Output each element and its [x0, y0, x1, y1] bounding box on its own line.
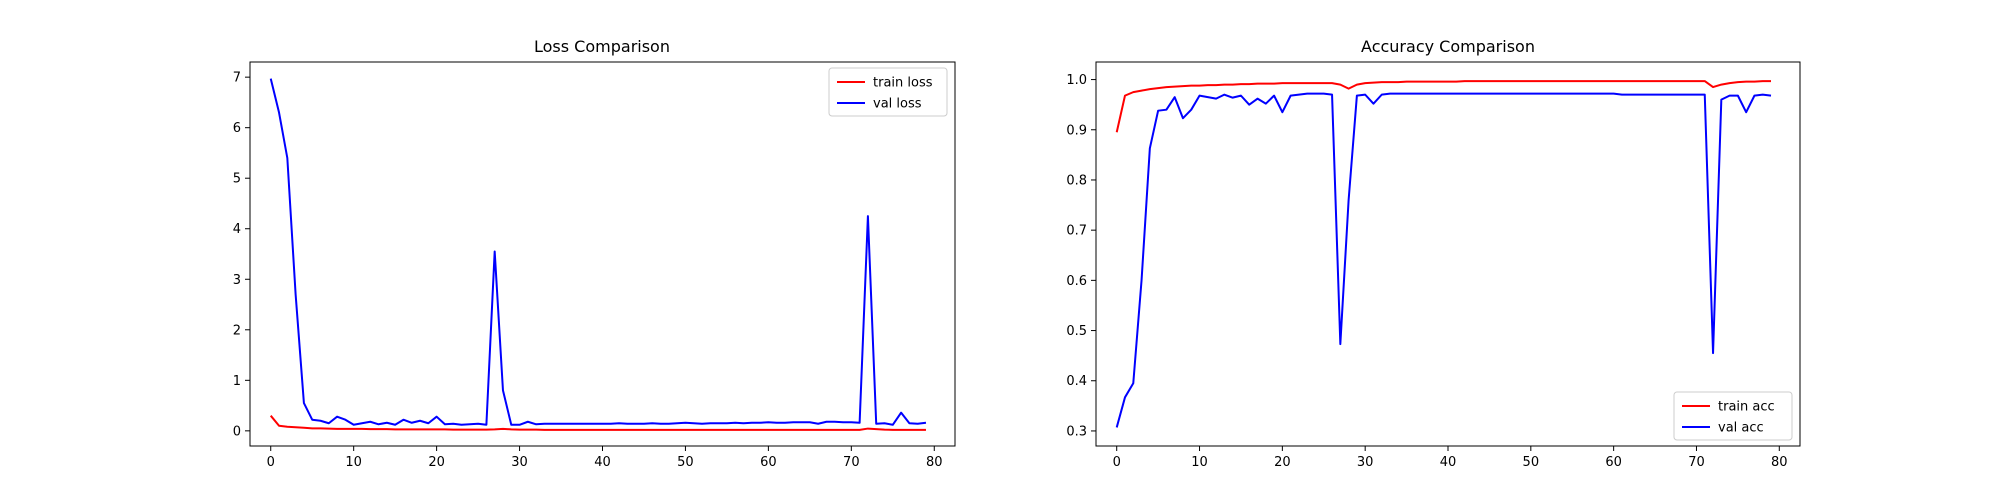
- y-tick-label: 0.6: [1066, 274, 1087, 289]
- y-tick-label: 0.8: [1066, 173, 1087, 188]
- series-line-val-loss: [269, 78, 927, 426]
- y-tick-label: 4: [233, 222, 241, 237]
- series-line-val-acc: [1115, 92, 1772, 428]
- x-tick-label: 60: [1605, 455, 1622, 470]
- x-tick-label: 30: [511, 455, 528, 470]
- y-tick-label: 1: [233, 374, 241, 389]
- legend-label: train acc: [1718, 400, 1775, 415]
- chart-accuracy-comparison: Accuracy Comparison 0 10 20 30 40 50 60 70 80 0.3…: [1066, 37, 1801, 470]
- y-tick-label: 6: [233, 121, 241, 136]
- x-tick-label: 30: [1357, 455, 1374, 470]
- series-line-train-acc: [1115, 80, 1772, 133]
- axes-frame: [249, 61, 956, 447]
- x-tick-label: 70: [843, 455, 860, 470]
- legend-label: train loss: [873, 76, 933, 91]
- y-tick-label: 3: [233, 273, 241, 288]
- y-tick-label: 0.9: [1066, 123, 1087, 138]
- y-tick-label: 0.4: [1066, 374, 1087, 389]
- chart-title: Accuracy Comparison: [1361, 37, 1535, 56]
- chart-title: Loss Comparison: [534, 37, 670, 56]
- legend-label: val loss: [873, 97, 922, 112]
- axes-frame: [1095, 61, 1801, 447]
- x-tick-label: 70: [1688, 455, 1705, 470]
- y-tick-label: 5: [233, 172, 241, 187]
- y-tick-label: 2: [233, 323, 241, 338]
- x-tick-label: 40: [1440, 455, 1457, 470]
- x-tick-label: 50: [1523, 455, 1540, 470]
- x-tick-label: 80: [926, 455, 943, 470]
- x-tick-label: 20: [1274, 455, 1291, 470]
- legend-label: val acc: [1718, 421, 1764, 436]
- legend: train acc val acc: [1673, 391, 1793, 441]
- y-tick-label: 1.0: [1066, 73, 1087, 88]
- x-tick-label: 40: [594, 455, 611, 470]
- x-tick-label: 80: [1771, 455, 1788, 470]
- legend: train loss val loss: [828, 67, 948, 117]
- y-tick-label: 0.7: [1066, 224, 1087, 239]
- x-tick-label: 10: [1191, 455, 1208, 470]
- x-tick-label: 10: [345, 455, 362, 470]
- x-tick-label: 50: [677, 455, 694, 470]
- x-tick-label: 20: [428, 455, 445, 470]
- x-tick-label: 60: [760, 455, 777, 470]
- accuracy-plot-area: 0 10 20 30 40 50 60 70 80 0.3 0.4 0.5 0.6 0.7 0.8 0.9 1.…: [1066, 61, 1801, 470]
- loss-plot-area: 0 10 20 30 40 50 60 70 80 0 1 2 3 4 5 6 7 train loss val l…: [233, 61, 956, 470]
- series-line-train-loss: [269, 415, 926, 431]
- chart-loss-comparison: Loss Comparison 0 10 20 30 40 50 60 70 80 0 1 2 3 4 5 6…: [233, 37, 956, 470]
- y-tick-label: 0.3: [1066, 424, 1087, 439]
- x-tick-label: 0: [267, 455, 275, 470]
- x-tick-label: 0: [1113, 455, 1121, 470]
- y-tick-label: 7: [233, 71, 241, 86]
- y-tick-label: 0: [233, 424, 241, 439]
- y-tick-label: 0.5: [1066, 324, 1087, 339]
